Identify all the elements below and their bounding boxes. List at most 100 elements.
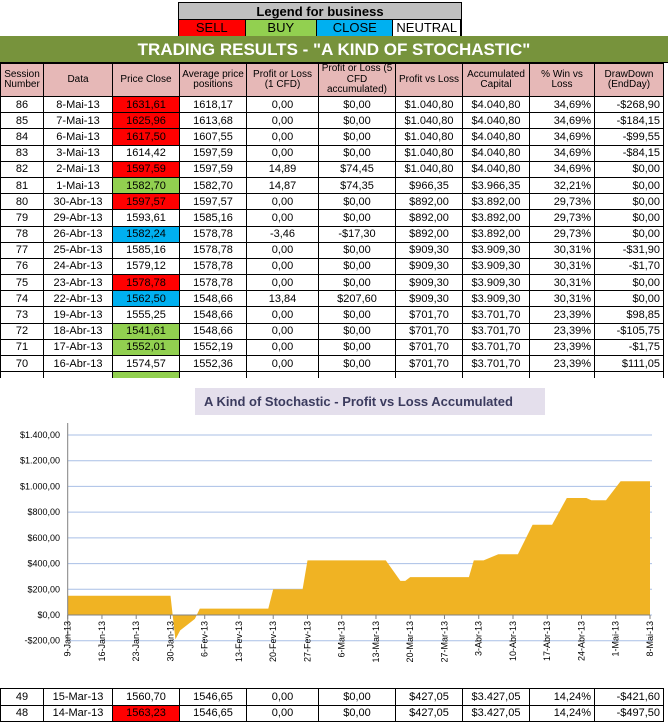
cell-5: $0,00 [318, 354, 396, 373]
x-tick-label: 6-Fev-13 [200, 621, 210, 657]
cell-0: 72 [0, 322, 44, 340]
cell-8: 29,73% [529, 209, 595, 227]
cell-8: 30,31% [529, 257, 595, 276]
cell-0: 75 [0, 274, 44, 292]
cell-7: $3.701,70 [462, 354, 530, 373]
cell-5: $0,00 [318, 688, 396, 706]
table-row: 73 19-Abr-13 1555,25 1548,66 0,00 $0,00 $701,7… [0, 306, 664, 324]
table-row: 74 22-Abr-13 1562,50 1548,66 13,84 $207,60 $90… [0, 290, 664, 308]
legend: Legend for business SELL BUY CLOSE NEUTRAL [178, 2, 462, 36]
cell-1: 30-Abr-13 [43, 193, 113, 211]
cell-6: $701,70 [395, 338, 463, 357]
y-tick-label: $200,00 [27, 584, 60, 594]
cell-1: 17-Abr-13 [43, 338, 113, 357]
cell-0: 85 [0, 112, 44, 130]
column-header: Price Close [112, 63, 180, 97]
cell-6: $1.040,80 [395, 95, 463, 114]
cell-0: 74 [0, 290, 44, 308]
cell-6: $1.040,80 [395, 144, 463, 162]
cell-1: 22-Abr-13 [43, 290, 113, 308]
cell-8: 34,69% [529, 160, 595, 178]
cell-6: $909,30 [395, 257, 463, 276]
cell-3: 1552,36 [179, 354, 247, 373]
cell-3: 1548,66 [179, 322, 247, 340]
table-row: 78 26-Abr-13 1582,24 1578,78 -3,46 -$17,30 $89… [0, 225, 664, 243]
x-tick-label: 1-Mai-13 [611, 621, 621, 657]
column-header: Profit or Loss (1 CFD) [246, 63, 319, 97]
cell-3: 1582,70 [179, 176, 247, 195]
cell-4: 0,00 [246, 688, 319, 706]
cell-1: 29-Abr-13 [43, 209, 113, 227]
cell-4: 0,00 [246, 322, 319, 340]
y-tick-label: $1.200,00 [20, 456, 60, 466]
cell-0: 79 [0, 209, 44, 227]
cell-8: 14,24% [529, 704, 595, 722]
results-table: 86 8-Mai-13 1631,61 1618,17 0,00 $0,00 $1.040,… [0, 95, 664, 389]
cell-2: 1541,61 [112, 322, 180, 340]
cell-4: 0,00 [246, 241, 319, 259]
cell-7: $4.040,80 [462, 112, 530, 130]
y-tick-label: $1.000,00 [20, 481, 60, 491]
cell-5: $0,00 [318, 306, 396, 324]
cell-7: $4.040,80 [462, 128, 530, 146]
cell-9: $98,85 [594, 306, 664, 324]
cell-8: 30,31% [529, 241, 595, 259]
cell-3: 1552,19 [179, 338, 247, 357]
column-header: Accumulated Capital [462, 63, 530, 97]
header-row: Session Number Data Price Close Average pri… [0, 63, 664, 97]
cell-1: 25-Abr-13 [43, 241, 113, 259]
cell-4: -3,46 [246, 225, 319, 243]
cell-2: 1631,61 [112, 95, 180, 114]
cell-9: -$105,75 [594, 322, 664, 340]
cell-6: $909,30 [395, 241, 463, 259]
cell-5: $0,00 [318, 322, 396, 340]
cell-2: 1597,59 [112, 160, 180, 178]
cell-5: $0,00 [318, 193, 396, 211]
cell-5: $0,00 [318, 338, 396, 357]
cell-6: $701,70 [395, 354, 463, 373]
table-row: 85 7-Mai-13 1625,96 1613,68 0,00 $0,00 $1.040,… [0, 112, 664, 130]
cell-0: 77 [0, 241, 44, 259]
cell-7: $4.040,80 [462, 144, 530, 162]
cell-5: $0,00 [318, 209, 396, 227]
cell-2: 1582,70 [112, 176, 180, 195]
results-table-bottom: 49 15-Mar-13 1560,70 1546,65 0,00 $0,00 $427,0… [0, 688, 664, 722]
cell-3: 1585,16 [179, 209, 247, 227]
cell-0: 80 [0, 193, 44, 211]
cell-1: 18-Abr-13 [43, 322, 113, 340]
cell-8: 29,73% [529, 193, 595, 211]
x-tick-label: 17-Abr-13 [542, 621, 552, 661]
cell-8: 32,21% [529, 176, 595, 195]
cell-9: $0,00 [594, 274, 664, 292]
cell-9: -$84,15 [594, 144, 664, 162]
cell-1: 1-Mai-13 [43, 176, 113, 195]
table-row: 86 8-Mai-13 1631,61 1618,17 0,00 $0,00 $1.040,… [0, 95, 664, 114]
cell-0: 81 [0, 176, 44, 195]
cell-9: $0,00 [594, 225, 664, 243]
cell-0: 78 [0, 225, 44, 243]
cell-8: 30,31% [529, 290, 595, 308]
cell-0: 86 [0, 95, 44, 114]
cell-0: 82 [0, 160, 44, 178]
y-tick-label: $0,00 [37, 610, 60, 620]
cell-3: 1548,66 [179, 306, 247, 324]
cell-5: $0,00 [318, 128, 396, 146]
cell-8: 34,69% [529, 128, 595, 146]
cell-7: $3.966,35 [462, 176, 530, 195]
table-row: 81 1-Mai-13 1582,70 1582,70 14,87 $74,35 $966,… [0, 176, 664, 195]
cell-6: $892,00 [395, 225, 463, 243]
cell-7: $3.909,30 [462, 241, 530, 259]
cell-1: 6-Mai-13 [43, 128, 113, 146]
cell-7: $3.427,05 [462, 688, 530, 706]
x-tick-label: 27-Mar-13 [439, 621, 449, 663]
x-tick-label: 13-Fev-13 [234, 621, 244, 662]
cell-2: 1579,12 [112, 257, 180, 276]
cell-2: 1560,70 [112, 688, 180, 706]
cell-2: 1625,96 [112, 112, 180, 130]
cell-3: 1613,68 [179, 112, 247, 130]
cell-7: $3.892,00 [462, 225, 530, 243]
cell-5: $0,00 [318, 274, 396, 292]
cell-1: 16-Abr-13 [43, 354, 113, 373]
cell-2: 1597,57 [112, 193, 180, 211]
x-tick-label: 3-Abr-13 [474, 621, 484, 656]
